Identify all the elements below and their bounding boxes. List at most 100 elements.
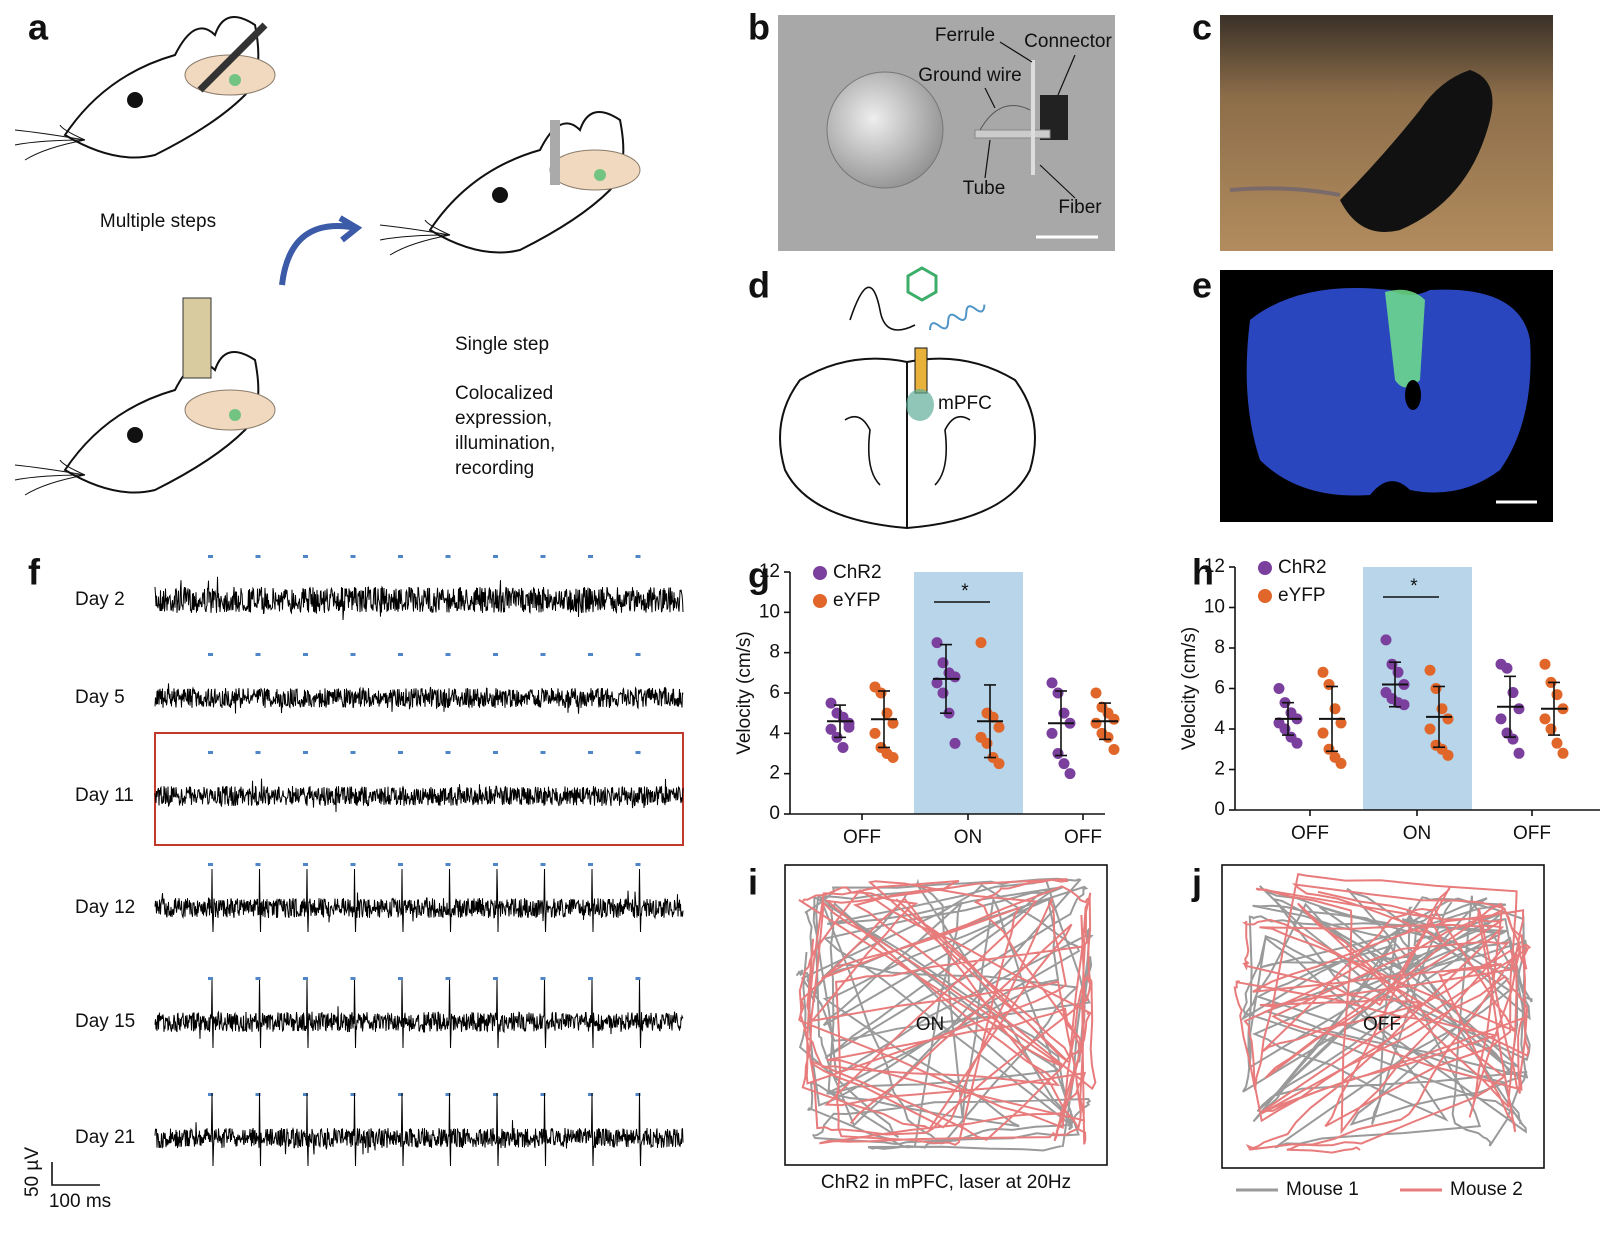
light-pulse — [635, 863, 641, 866]
description-line: Colocalized — [455, 383, 553, 404]
legend-marker — [813, 566, 827, 580]
day-label: Day 21 — [75, 1127, 135, 1148]
point — [1501, 662, 1513, 674]
light-pulse — [540, 555, 546, 558]
trace — [154, 979, 684, 1049]
syringe — [197, 22, 268, 93]
x-tick-label: OFF — [843, 827, 881, 848]
description-line: illumination, — [455, 433, 555, 454]
point — [931, 637, 943, 649]
light-pulse — [540, 977, 546, 980]
state-label: ON — [916, 1014, 945, 1035]
light-pulse — [398, 977, 403, 980]
brain-outline — [779, 357, 1036, 530]
highlight-box — [154, 732, 684, 846]
point — [1551, 689, 1563, 701]
light-pulse — [540, 863, 546, 866]
light-pulse — [445, 977, 451, 980]
coin — [826, 71, 944, 189]
callouts — [984, 41, 1076, 199]
light-pulse — [540, 751, 546, 754]
dot — [229, 409, 241, 421]
point — [1424, 723, 1436, 735]
point — [949, 737, 961, 749]
point — [825, 723, 837, 735]
mouse-photo — [1340, 70, 1493, 232]
y-tick-label: 2 — [1214, 759, 1225, 780]
trajectory — [1233, 872, 1532, 1154]
point — [1539, 713, 1551, 725]
y-tick-label: 10 — [759, 601, 780, 622]
y-tick-label: 8 — [769, 642, 780, 663]
eye — [127, 92, 143, 108]
light-pulse — [303, 751, 308, 754]
light-pulse — [208, 1093, 213, 1096]
legend-label: eYFP — [833, 590, 881, 611]
mouse — [14, 351, 276, 496]
eye — [492, 187, 508, 203]
day-label: Day 5 — [75, 687, 125, 708]
whisker — [424, 219, 451, 236]
light-pulse — [208, 653, 213, 656]
light-pulse — [255, 555, 261, 558]
trace — [154, 778, 684, 813]
light-pulse — [350, 555, 356, 558]
trace — [154, 1092, 684, 1167]
expression — [1385, 289, 1425, 388]
point — [1058, 707, 1070, 719]
ventricles — [844, 415, 971, 486]
point — [1329, 703, 1341, 715]
light-pulse — [255, 653, 261, 656]
trace — [154, 576, 684, 621]
point — [887, 752, 899, 764]
significance: * — [961, 581, 969, 602]
light-pulse — [398, 863, 403, 866]
description-line: expression, — [455, 408, 552, 429]
whisker — [14, 464, 86, 476]
ventricle — [1405, 380, 1421, 410]
point — [949, 671, 961, 683]
light-pulse — [635, 555, 641, 558]
point — [1046, 727, 1058, 739]
light-pulse — [303, 555, 308, 558]
point — [993, 721, 1005, 733]
y-tick-label: 4 — [769, 722, 780, 743]
tube — [974, 129, 1051, 139]
light-pulse — [493, 863, 498, 866]
significance: * — [1410, 576, 1418, 597]
y-tick-label: 8 — [1214, 637, 1225, 658]
step-label: Multiple steps — [100, 211, 216, 232]
point — [1557, 747, 1569, 759]
light-pulse — [255, 863, 261, 866]
point — [1108, 743, 1120, 755]
light-pulse — [208, 863, 213, 866]
panel-label: e — [1192, 265, 1212, 306]
point — [1102, 731, 1114, 743]
point — [1398, 699, 1410, 711]
light-pulse — [398, 1093, 403, 1096]
point — [1335, 717, 1347, 729]
y-tick-label: 0 — [769, 803, 780, 824]
light-pulse — [208, 751, 213, 754]
light-pulse — [398, 751, 403, 754]
point — [1291, 737, 1303, 749]
point — [1495, 713, 1507, 725]
brain — [549, 149, 641, 191]
scale-bar — [51, 1162, 100, 1186]
light-pulse — [493, 751, 498, 754]
legend-marker — [1258, 589, 1272, 603]
x-tick-label: OFF — [1513, 823, 1551, 844]
light-pulse — [445, 751, 451, 754]
light-pulse — [303, 1093, 308, 1096]
point — [887, 717, 899, 729]
light-pulse — [445, 1093, 451, 1096]
trajectory — [798, 878, 1097, 1147]
point — [1090, 687, 1102, 699]
panel-label: a — [28, 7, 49, 48]
whisker — [24, 474, 86, 496]
y-tick-label: 0 — [1214, 799, 1225, 820]
light-pulse — [540, 653, 546, 656]
point — [981, 737, 993, 749]
expression — [906, 389, 934, 421]
